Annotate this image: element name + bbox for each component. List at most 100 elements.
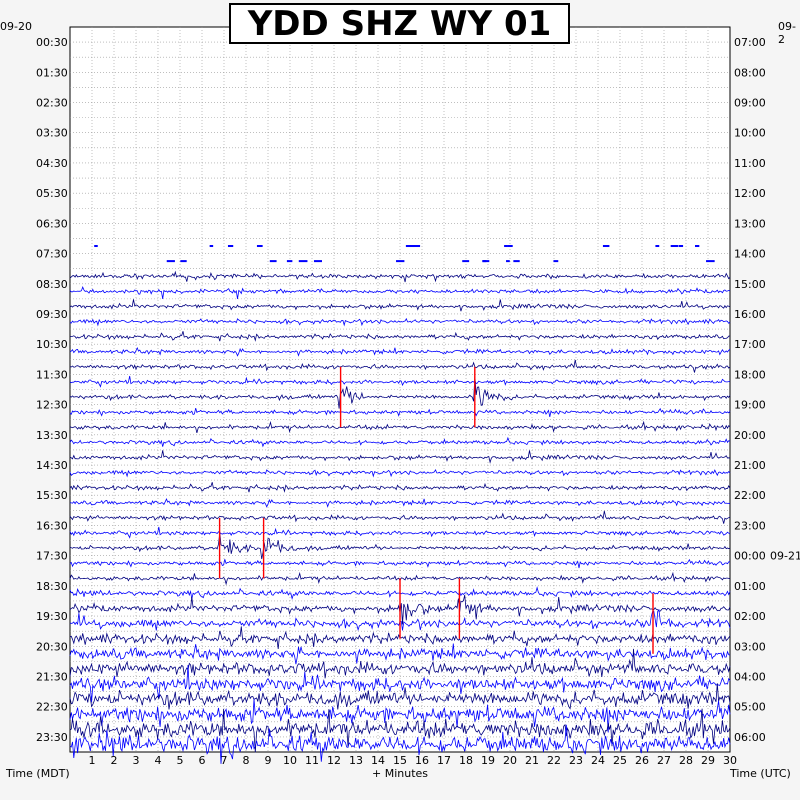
trace-row	[69, 482, 731, 493]
x-tick-label: 8	[243, 754, 250, 767]
right-time-label: 10:00	[734, 127, 766, 140]
left-time-label: 19:30	[36, 610, 68, 623]
traces	[69, 245, 731, 764]
trace-row	[69, 317, 731, 327]
trace-row	[69, 420, 731, 434]
right-time-label: 16:00	[734, 308, 766, 321]
trace-fragment	[412, 245, 421, 248]
x-tick-label: 6	[199, 754, 206, 767]
x-tick-label: 9	[265, 754, 272, 767]
left-time-label: 18:30	[36, 580, 68, 593]
trace-row	[69, 450, 731, 464]
x-tick-label: 29	[701, 754, 715, 767]
left-time-label: 09:30	[36, 308, 68, 321]
trace-fragment	[269, 260, 277, 263]
x-tick-label: 18	[459, 754, 473, 767]
right-time-label: 05:00	[734, 701, 766, 714]
left-time-label: 14:30	[36, 459, 68, 472]
right-time-label: 06:00	[734, 731, 766, 744]
x-tick-label: 22	[547, 754, 561, 767]
trace-fragment	[209, 245, 214, 248]
left-time-label: 01:30	[36, 66, 68, 79]
trace-row	[69, 683, 731, 710]
right-time-label: 14:00	[734, 248, 766, 261]
trace-row	[69, 510, 731, 524]
trace-row	[69, 526, 731, 539]
x-tick-label: 17	[437, 754, 451, 767]
trace-fragment	[396, 260, 405, 263]
trace-fragment	[298, 260, 308, 263]
trace-row	[69, 698, 731, 733]
left-time-label: 15:30	[36, 489, 68, 502]
x-tick-label: 30	[723, 754, 737, 767]
right-time-label: 12:00	[734, 187, 766, 200]
right-time-label: 22:00	[734, 489, 766, 502]
x-tick-label: 11	[305, 754, 319, 767]
left-time-label: 10:30	[36, 338, 68, 351]
trace-row	[69, 299, 731, 312]
left-time-label: 08:30	[36, 278, 68, 291]
left-time-label: 22:30	[36, 701, 68, 714]
trace-row	[69, 359, 731, 373]
trace-row	[69, 532, 731, 560]
x-tick-label: 19	[481, 754, 495, 767]
left-time-label: 12:30	[36, 399, 68, 412]
x-tick-label: 27	[657, 754, 671, 767]
x-tick-label: 24	[591, 754, 605, 767]
trace-fragment	[678, 245, 684, 248]
left-time-label: 06:30	[36, 217, 68, 230]
right-time-label: 17:00	[734, 338, 766, 351]
trace-fragment	[405, 245, 415, 248]
trace-fragment	[166, 260, 175, 263]
x-tick-label: 7	[221, 754, 228, 767]
x-tick-label: 2	[111, 754, 118, 767]
left-time-label: 20:30	[36, 640, 68, 653]
right-time-label: 08:00	[734, 66, 766, 79]
trace-fragment	[670, 245, 679, 248]
right-axis-label: Time (UTC)	[730, 767, 791, 780]
left-time-label: 16:30	[36, 519, 68, 532]
trace-row	[69, 708, 731, 753]
x-tick-label: 10	[283, 754, 297, 767]
right-time-label: 09:00	[734, 97, 766, 110]
trace-fragment	[506, 260, 510, 263]
right-time-label: 00:00	[734, 550, 766, 563]
x-tick-label: 28	[679, 754, 693, 767]
trace-row	[69, 407, 731, 417]
trace-fragment	[507, 245, 513, 248]
x-tick-label: 15	[393, 754, 407, 767]
x-tick-label: 4	[155, 754, 162, 767]
right-time-label: 21:00	[734, 459, 766, 472]
left-time-label: 04:30	[36, 157, 68, 170]
grid	[70, 27, 730, 752]
right-time-label: 23:00	[734, 519, 766, 532]
x-tick-label: 13	[349, 754, 363, 767]
left-axis-label: Time (MDT)	[6, 767, 70, 780]
right-time-label: 07:00	[734, 36, 766, 49]
left-time-label: 13:30	[36, 429, 68, 442]
left-time-label: 00:30	[36, 36, 68, 49]
trace-fragment	[180, 260, 187, 263]
left-time-label: 05:30	[36, 187, 68, 200]
trace-row	[69, 436, 731, 448]
trace-row	[69, 346, 731, 357]
date-left: 09-20	[0, 20, 32, 33]
trace-fragment	[286, 260, 293, 263]
trace-fragment	[256, 245, 263, 248]
x-axis-label: + Minutes	[372, 767, 429, 780]
left-time-label: 02:30	[36, 97, 68, 110]
right-time-label: 11:00	[734, 157, 766, 170]
trace-fragment	[227, 245, 234, 248]
x-tick-label: 25	[613, 754, 627, 767]
x-tick-label: 20	[503, 754, 517, 767]
right-time-label: 15:00	[734, 278, 766, 291]
trace-fragment	[94, 245, 98, 248]
right-time-label: 01:00	[734, 580, 766, 593]
right-time-label: 19:00	[734, 399, 766, 412]
trace-fragment	[513, 260, 520, 263]
right-time-label: 02:00	[734, 610, 766, 623]
trace-row	[69, 648, 731, 679]
x-tick-label: 14	[371, 754, 385, 767]
trace-fragment	[462, 260, 470, 263]
clipped-events	[218, 366, 654, 654]
